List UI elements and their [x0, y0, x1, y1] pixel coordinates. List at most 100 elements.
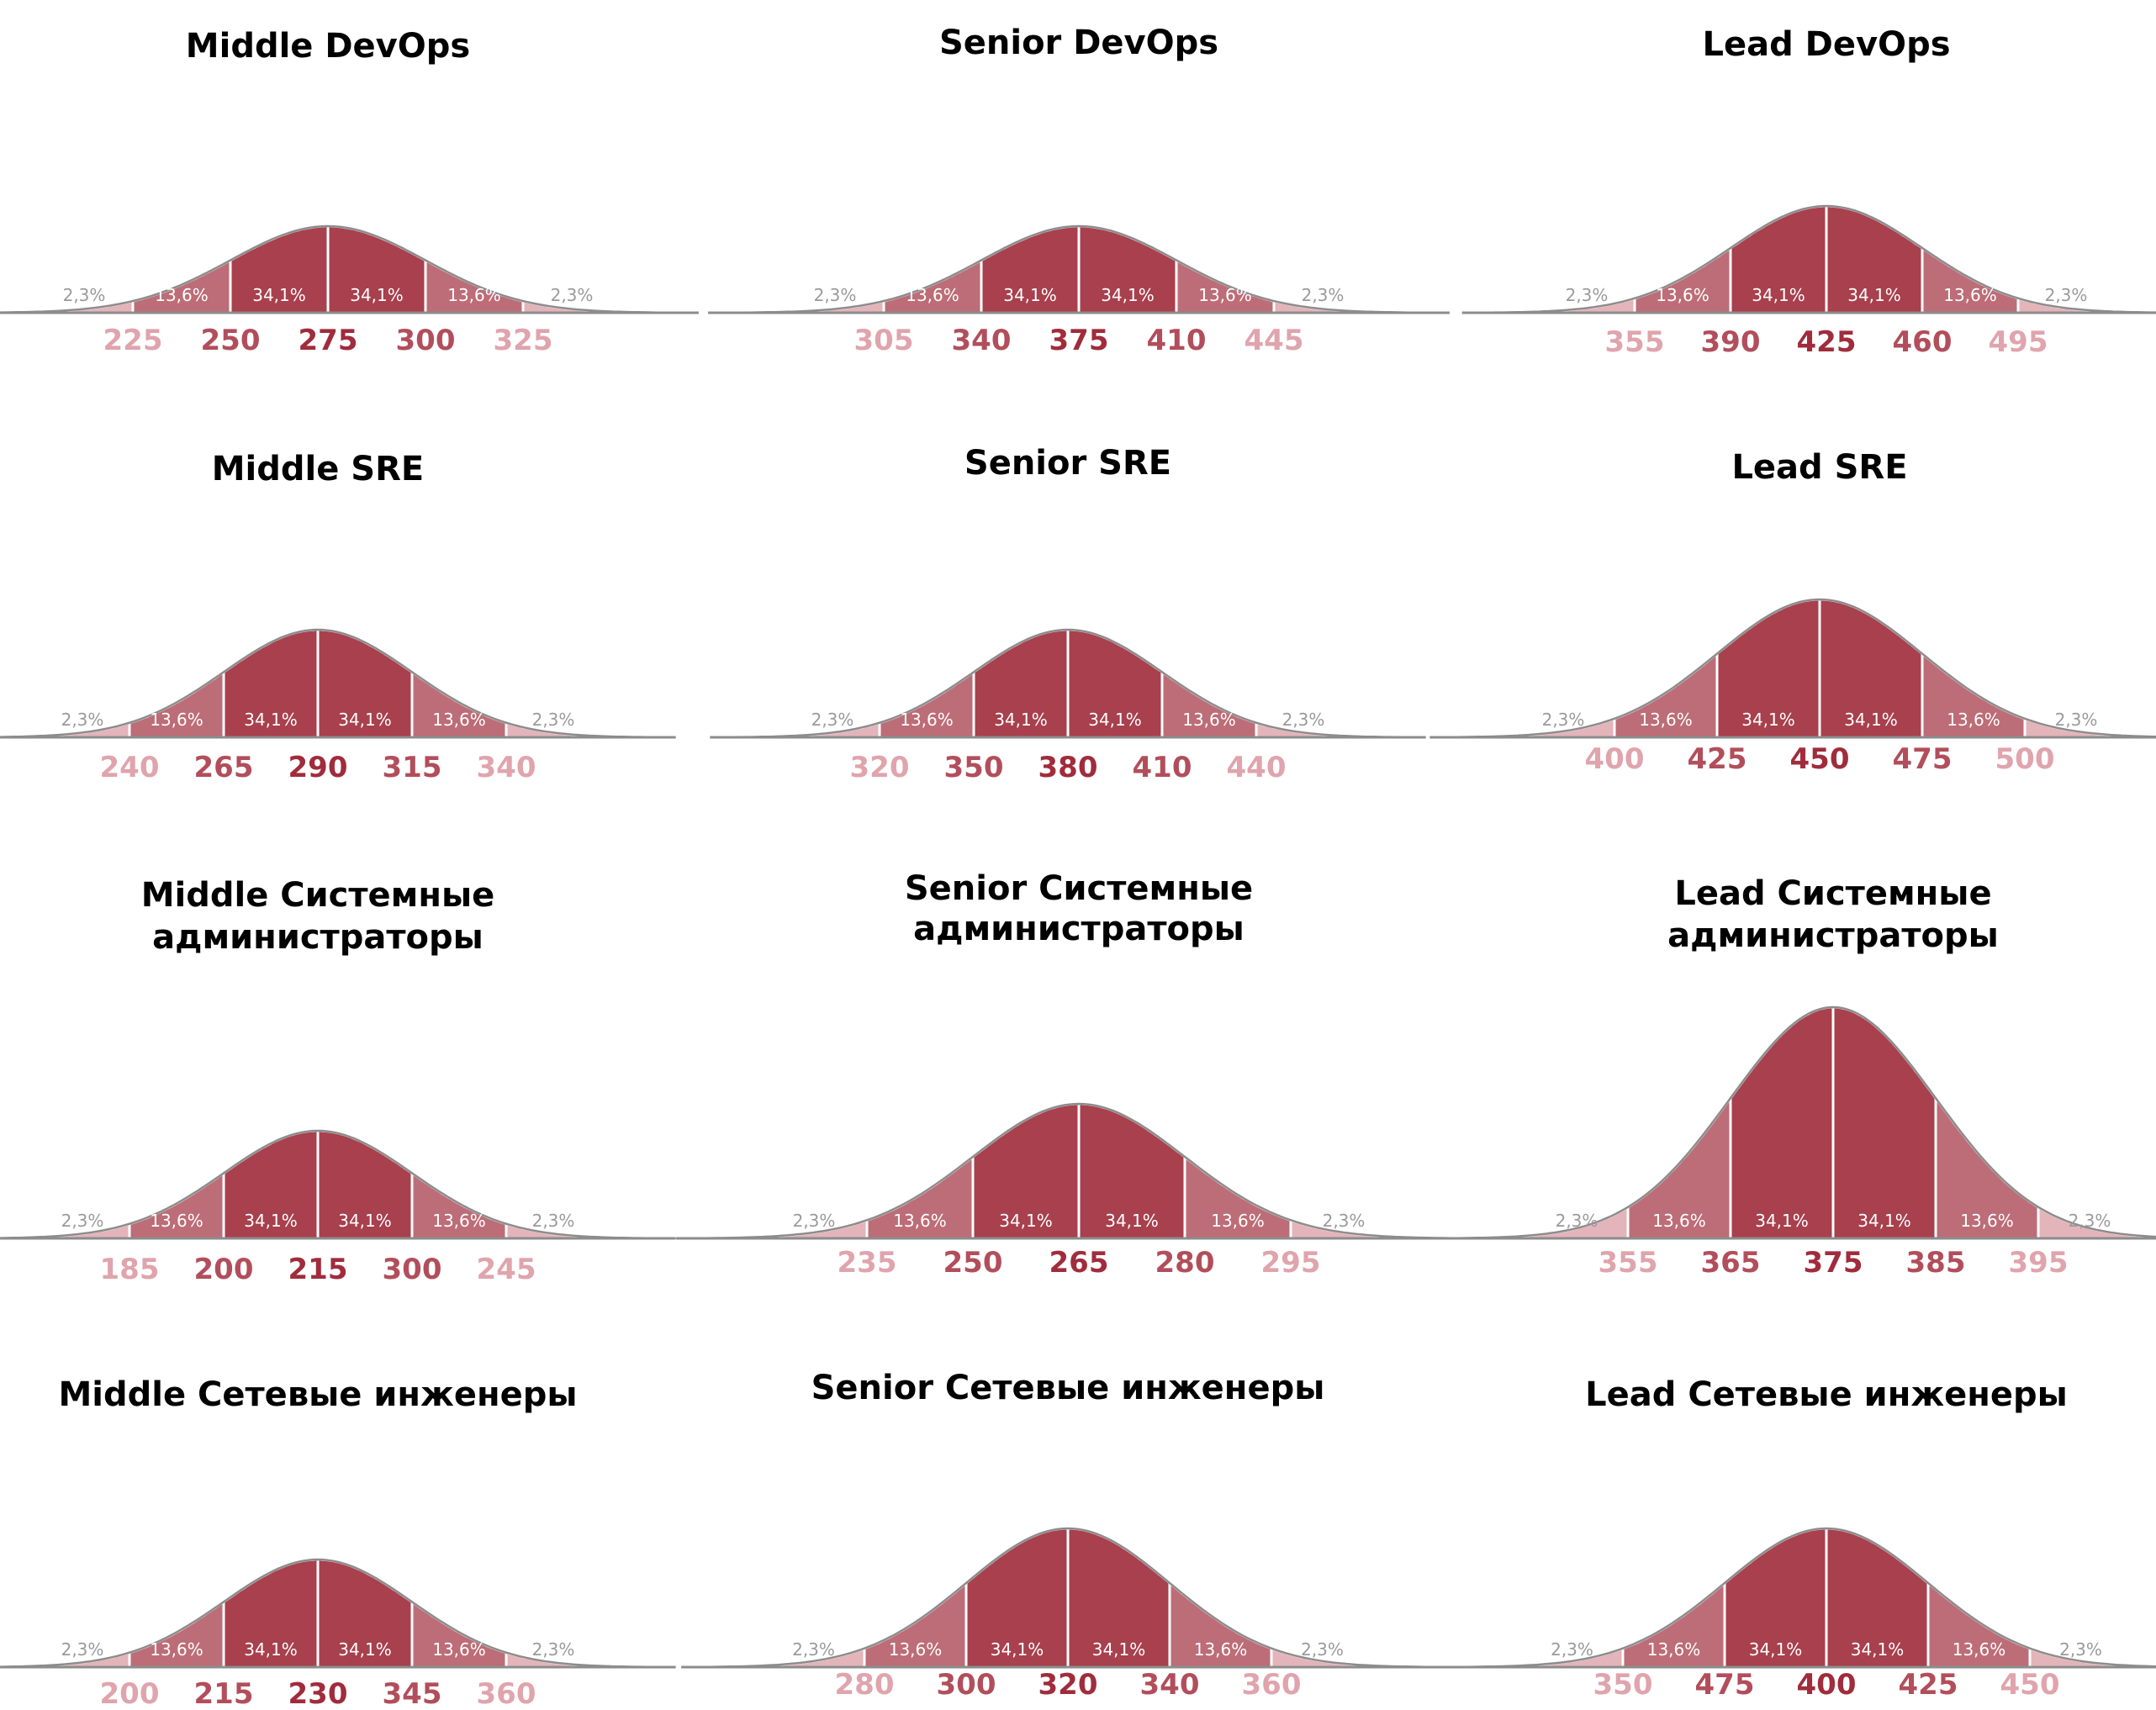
segment-label: 2,3% — [1551, 1639, 1593, 1660]
segment-label: 2,3% — [814, 285, 857, 305]
segment-label: 13,6% — [150, 710, 203, 730]
tick-label: 375 — [1804, 1246, 1863, 1280]
tick-label: 280 — [1155, 1246, 1215, 1280]
tick-label: 250 — [201, 324, 261, 357]
tick-label: 425 — [1797, 325, 1857, 359]
segment-label: 13,6% — [1960, 1211, 2014, 1231]
segment-label: 13,6% — [432, 1211, 486, 1231]
tick-label: 365 — [1701, 1246, 1761, 1280]
tick-label: 300 — [383, 1253, 442, 1286]
tick-label: 340 — [1140, 1668, 1200, 1702]
tick-label: 235 — [838, 1246, 897, 1280]
chart-title: Middle SRE — [212, 450, 424, 488]
tick-label: 380 — [1038, 751, 1098, 784]
tick-label: 230 — [288, 1677, 348, 1710]
tick-label: 305 — [854, 324, 914, 357]
chart-title: администраторы — [1667, 916, 1999, 955]
segment-label: 34,1% — [1749, 1639, 1803, 1660]
chart-title: Senior DevOps — [939, 24, 1218, 62]
segment-label: 34,1% — [991, 1639, 1044, 1660]
segment-label: 13,6% — [432, 1639, 486, 1660]
chart-panel: Senior Сетевые инженеры 2,3% 13,6% 34,1% 34,… — [681, 1369, 1455, 1702]
segment-label: 2,3% — [532, 710, 575, 730]
chart-title: Senior Сетевые инженеры — [811, 1369, 1325, 1407]
segment-34-left — [1729, 1005, 1835, 1240]
tick-label: 350 — [1593, 1668, 1653, 1702]
segment-label: 2,3% — [61, 710, 104, 730]
chart-title: Senior SRE — [964, 444, 1171, 483]
tick-label: 425 — [1899, 1668, 1958, 1702]
tick-label: 445 — [1244, 324, 1304, 357]
segment-label: 13,6% — [150, 1639, 203, 1660]
segment-label: 13,6% — [447, 285, 501, 305]
segment-label: 13,6% — [1647, 1639, 1701, 1660]
segment-label: 2,3% — [2069, 1211, 2111, 1231]
tick-label: 200 — [194, 1253, 254, 1286]
chart-panel: Lead DevOps 2,3% 13,6% 34,1% 34,1% 13,6% 2,3% 3… — [1461, 25, 2156, 359]
tick-label: 390 — [1701, 325, 1761, 359]
tick-label: 475 — [1893, 742, 1953, 776]
segment-label: 34,1% — [1003, 285, 1057, 305]
tick-label: 315 — [383, 751, 442, 784]
chart-title: администраторы — [152, 918, 484, 957]
tick-label: 340 — [952, 324, 1012, 357]
segment-label: 34,1% — [1105, 1211, 1159, 1231]
segment-label: 34,1% — [350, 285, 404, 305]
segment-label: 2,3% — [792, 1639, 835, 1660]
segment-label: 13,6% — [1211, 1211, 1265, 1231]
segment-label: 2,3% — [2059, 1639, 2102, 1660]
segment-label: 2,3% — [551, 285, 594, 305]
segment-label: 13,6% — [432, 710, 486, 730]
tick-label: 450 — [1790, 742, 1850, 776]
tick-label: 280 — [835, 1668, 895, 1702]
chart-title: Middle DevOps — [186, 27, 470, 66]
segment-label: 13,6% — [1182, 710, 1236, 730]
tick-label: 240 — [100, 751, 160, 784]
curve-outline — [0, 628, 676, 739]
segment-label: 2,3% — [1323, 1211, 1366, 1231]
segment-label: 2,3% — [2055, 710, 2098, 730]
segment-label: 2,3% — [532, 1639, 575, 1660]
tick-label: 495 — [1989, 325, 2048, 359]
tick-label: 460 — [1893, 325, 1953, 359]
curve-outline — [710, 628, 1426, 739]
segment-label: 34,1% — [338, 1211, 392, 1231]
chart-title: Middle Сетевые инженеры — [58, 1375, 577, 1414]
tick-label: 340 — [477, 751, 536, 784]
tick-label: 475 — [1695, 1668, 1755, 1702]
tick-label: 320 — [850, 751, 910, 784]
segment-label: 2,3% — [2045, 285, 2088, 305]
tick-label: 500 — [1995, 742, 2055, 776]
tick-label: 265 — [194, 751, 254, 784]
segment-label: 2,3% — [1542, 710, 1585, 730]
segment-label: 13,6% — [889, 1639, 943, 1660]
tick-label: 265 — [1049, 1246, 1109, 1280]
segment-label: 13,6% — [1639, 710, 1693, 730]
segment-label: 34,1% — [1752, 285, 1805, 305]
tick-label: 350 — [944, 751, 1004, 784]
segment-label: 34,1% — [244, 710, 298, 730]
tick-label: 200 — [100, 1677, 160, 1710]
tick-label: 355 — [1605, 325, 1665, 359]
chart-panel: Senior DevOps 2,3% 13,6% 34,1% 34,1% 13,6% 2,3… — [708, 24, 1450, 357]
curve-outline — [1440, 1527, 2156, 1669]
segment-label: 2,3% — [1302, 285, 1345, 305]
tick-label: 375 — [1049, 324, 1109, 357]
segment-label: 34,1% — [244, 1211, 298, 1231]
segment-label: 13,6% — [1194, 1639, 1248, 1660]
tick-label: 360 — [477, 1677, 536, 1710]
segment-label: 2,3% — [1556, 1211, 1599, 1231]
segment-label: 13,6% — [1656, 285, 1709, 305]
tick-label: 355 — [1599, 1246, 1658, 1280]
tick-label: 450 — [2000, 1668, 2060, 1702]
tick-label: 400 — [1797, 1668, 1857, 1702]
curve-outline — [1461, 204, 2156, 314]
segment-label: 13,6% — [1652, 1211, 1706, 1231]
curve-outline — [0, 1558, 676, 1669]
segment-label: 34,1% — [1101, 285, 1155, 305]
curve-outline — [708, 224, 1450, 314]
